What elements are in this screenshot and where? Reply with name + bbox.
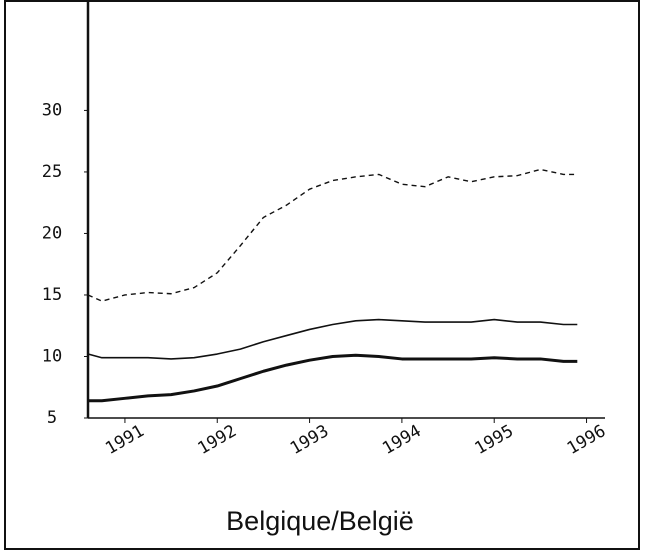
x-tick-label: 1995 xyxy=(471,421,516,459)
x-tick-label: 1993 xyxy=(287,421,332,459)
x-tick-label: 1994 xyxy=(379,421,424,459)
y-tick-label: 20 xyxy=(42,223,62,243)
chart-title: Belgique/België xyxy=(226,506,414,536)
y-tick-label: 15 xyxy=(42,285,62,305)
y-tick-label: 30 xyxy=(42,100,62,120)
series-line xyxy=(88,353,578,403)
frame xyxy=(4,0,640,550)
y-tick-label: 25 xyxy=(42,162,62,182)
x-tick-label: 1991 xyxy=(102,421,147,459)
series-line xyxy=(87,168,578,302)
series-line xyxy=(87,318,578,360)
x-tick-label: 1996 xyxy=(564,421,609,459)
y-tick-label: 10 xyxy=(42,346,62,366)
y-tick-label: 5 xyxy=(47,408,57,428)
x-tick-label: 1992 xyxy=(195,421,240,459)
